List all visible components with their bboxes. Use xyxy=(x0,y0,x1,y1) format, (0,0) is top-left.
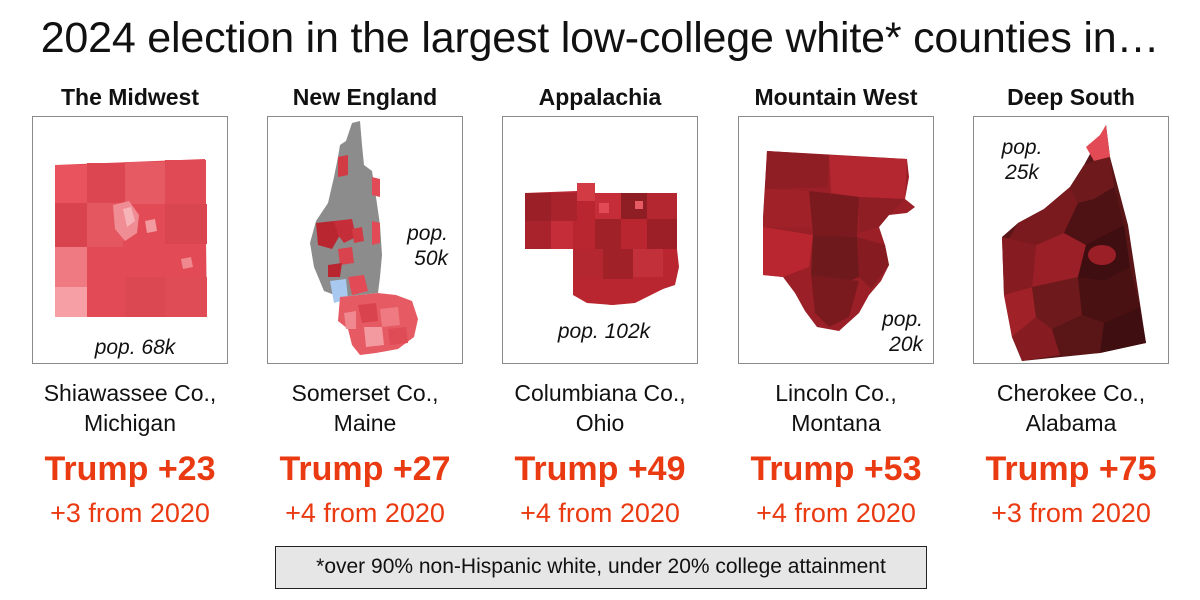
lincoln-county-map xyxy=(763,151,915,331)
trump-margin: Trump +75 xyxy=(985,450,1157,488)
county-name: Somerset Co., xyxy=(291,380,439,406)
state-name: Montana xyxy=(791,410,881,436)
region-label: The Midwest xyxy=(60,84,199,110)
county-map-frame: pop. 20k xyxy=(738,116,934,364)
region-label: Mountain West xyxy=(754,84,918,110)
trump-margin: Trump +27 xyxy=(279,450,451,488)
columbiana-county-map xyxy=(525,183,679,305)
county-name: Shiawassee Co., xyxy=(43,380,217,406)
county-panel-new-england: New England pop. 50k Somerset Co., xyxy=(247,82,483,529)
chart-title: 2024 election in the largest low-college… xyxy=(40,14,1160,62)
margin-change: +4 from 2020 xyxy=(520,498,680,528)
population-label-line2: 25k xyxy=(1005,161,1039,184)
county-map-frame: pop. 102k xyxy=(502,116,698,364)
shiawassee-county-map xyxy=(55,159,207,317)
county-map-frame: pop. 50k xyxy=(267,116,463,364)
footnote: *over 90% non-Hispanic white, under 20% … xyxy=(275,546,927,589)
county-panel-mountain-west: Mountain West pop. 20k Lincoln Co., Mont… xyxy=(718,82,954,529)
region-label: Deep South xyxy=(1007,84,1135,110)
county-name: Columbiana Co., xyxy=(514,380,686,406)
county-panel-appalachia: Appalachia pop. 102k Columbiana Co. xyxy=(482,82,718,529)
margin-change: +4 from 2020 xyxy=(285,498,445,528)
trump-margin: Trump +53 xyxy=(750,450,922,488)
state-name: Alabama xyxy=(1025,410,1117,436)
county-panel-midwest: The Midwest pop. 68k Shiawassee Co., Mic… xyxy=(12,82,248,529)
county-map-frame: pop. 25k xyxy=(973,116,1169,364)
population-label-line1: pop. xyxy=(407,222,448,245)
region-label: New England xyxy=(292,84,438,110)
county-map-frame: pop. 68k xyxy=(32,116,228,364)
state-name: Maine xyxy=(333,410,397,436)
somerset-county-map xyxy=(310,121,418,355)
population-label-line2: 50k xyxy=(414,247,448,270)
population-label-line1: pop. xyxy=(882,308,923,331)
state-name: Ohio xyxy=(575,410,625,436)
cherokee-county-map xyxy=(1002,125,1146,361)
trump-margin: Trump +23 xyxy=(44,450,216,488)
population-label: pop. 68k xyxy=(94,336,176,359)
county-name: Lincoln Co., xyxy=(775,380,897,406)
population-label: pop. 102k xyxy=(557,320,651,343)
county-panel-deep-south: Deep South pop. 25k Cherokee Co., Alabam… xyxy=(953,82,1189,529)
margin-change: +3 from 2020 xyxy=(991,498,1151,528)
state-name: Michigan xyxy=(83,410,177,436)
region-label: Appalachia xyxy=(538,84,662,110)
county-name: Cherokee Co., xyxy=(996,380,1146,406)
margin-change: +3 from 2020 xyxy=(50,498,210,528)
population-label-line2: 20k xyxy=(889,333,923,356)
trump-margin: Trump +49 xyxy=(514,450,686,488)
margin-change: +4 from 2020 xyxy=(756,498,916,528)
population-label-line1: pop. xyxy=(1001,136,1043,159)
